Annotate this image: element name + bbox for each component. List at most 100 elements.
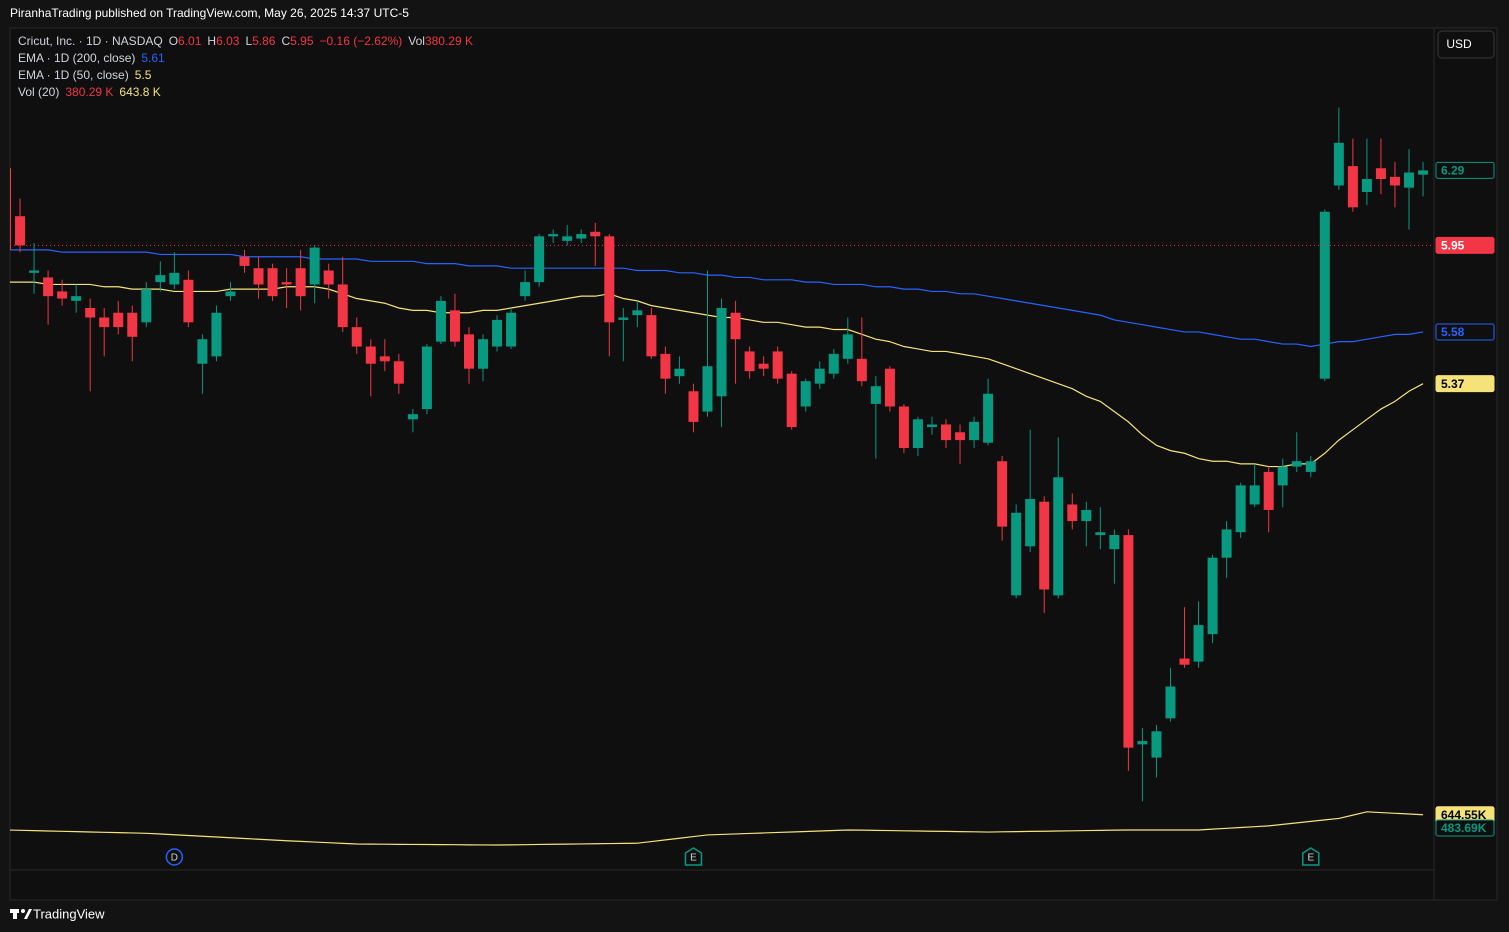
candle-body <box>884 368 895 407</box>
currency-button[interactable] <box>1437 30 1495 59</box>
candle-body <box>337 284 348 328</box>
candle-body <box>43 277 54 297</box>
candle-body <box>1375 168 1386 179</box>
candle-body <box>1277 466 1288 486</box>
candle-body <box>1291 461 1302 467</box>
legend-value: 380.29 K <box>65 85 113 99</box>
candle-body <box>29 270 40 273</box>
legend-name: EMA · 1D (200, close) <box>18 51 135 65</box>
change: −0.16 (−2.62%) <box>320 34 403 48</box>
candle-body <box>225 291 236 297</box>
legend-value: 643.8 K <box>119 85 160 99</box>
candle-body <box>379 356 390 362</box>
price-tag <box>1435 323 1495 341</box>
price-tag <box>1435 161 1495 179</box>
l-key: L <box>245 34 252 48</box>
legend-ema200: EMA · 1D (200, close) 5.61 <box>18 51 165 65</box>
candle-body <box>702 366 713 412</box>
candle-body <box>842 334 853 359</box>
candle-body <box>1025 498 1036 547</box>
currency[interactable]: USD <box>1446 37 1472 51</box>
candle-body <box>1221 529 1232 558</box>
legend-value: 5.5 <box>135 68 152 82</box>
candle-body <box>127 312 138 337</box>
candle-body <box>463 334 474 369</box>
legend-ema50: EMA · 1D (50, close) 5.5 <box>18 68 152 82</box>
candle-body <box>183 279 194 323</box>
candle-body <box>309 247 320 285</box>
price-tag-label: 5.37 <box>1441 377 1465 391</box>
publish-title: PiranhaTrading published on TradingView.… <box>10 6 409 20</box>
candle-body <box>534 236 545 283</box>
candle-body <box>351 327 362 347</box>
candle-body <box>688 391 699 422</box>
candle-body <box>295 268 306 297</box>
candle-body <box>155 275 166 283</box>
candle-body <box>1235 485 1246 533</box>
candles <box>10 107 1429 802</box>
l-value: 5.86 <box>252 34 276 48</box>
candle-body <box>239 256 250 266</box>
candle-body <box>85 307 96 318</box>
candle-body <box>898 406 909 448</box>
candle-body <box>576 234 587 239</box>
candle-body <box>1305 461 1316 472</box>
c-value: 5.95 <box>290 34 314 48</box>
candle-body <box>449 310 460 342</box>
candle-body <box>786 373 797 428</box>
o-value: 6.01 <box>178 34 202 48</box>
candle-body <box>646 315 657 357</box>
candle-body <box>113 312 124 328</box>
candle-body <box>421 346 432 410</box>
event-badge <box>684 847 703 866</box>
candle-body <box>660 353 671 379</box>
candle-body <box>1095 532 1106 536</box>
brand-logo <box>10 909 32 919</box>
candle-body <box>1333 142 1344 186</box>
candle-body <box>99 317 110 328</box>
candle-body <box>1361 178 1372 193</box>
vol-key: Vol <box>408 34 425 48</box>
candle-body <box>15 216 26 246</box>
candle-body <box>1193 625 1204 662</box>
candle-body <box>983 393 994 443</box>
candle-body <box>197 339 208 364</box>
candle-body <box>800 381 811 407</box>
candle-body <box>211 312 222 357</box>
legend-ohlc: Cricut, Inc. · 1D · NASDAQ O6.01 H6.03 L5.8… <box>18 34 473 48</box>
legend-name: Vol (20) <box>18 85 59 99</box>
candle-body <box>618 317 629 320</box>
candle-body <box>393 361 404 384</box>
candle-body <box>1347 166 1358 208</box>
candle-body <box>1418 170 1429 175</box>
brand: TradingView <box>33 906 105 921</box>
candle-body <box>828 353 839 374</box>
candle-body <box>955 432 966 441</box>
candle-body <box>365 346 376 364</box>
candle-body <box>772 351 783 379</box>
candle-body <box>1039 501 1050 590</box>
candle-body <box>141 289 152 323</box>
candle-body <box>716 307 727 397</box>
legend-value: 5.61 <box>141 51 165 65</box>
candle-body <box>520 282 531 297</box>
price-tag-label: 644.55K <box>1441 808 1487 822</box>
candle-body <box>912 419 923 448</box>
symbol: Cricut, Inc. · 1D · NASDAQ <box>18 34 163 48</box>
candle-body <box>926 424 937 428</box>
candle-body <box>730 312 741 340</box>
candle-body <box>1389 176 1400 186</box>
candle-body <box>478 339 489 369</box>
event-label: E <box>1307 853 1314 864</box>
candle-body <box>1249 485 1260 505</box>
candle-body <box>506 312 517 347</box>
candle-body <box>1179 658 1190 665</box>
candle-body <box>969 421 980 441</box>
price-tag <box>1435 236 1495 254</box>
candle-body <box>1067 504 1078 522</box>
candle-body <box>1165 686 1176 719</box>
candle-body <box>674 368 685 377</box>
